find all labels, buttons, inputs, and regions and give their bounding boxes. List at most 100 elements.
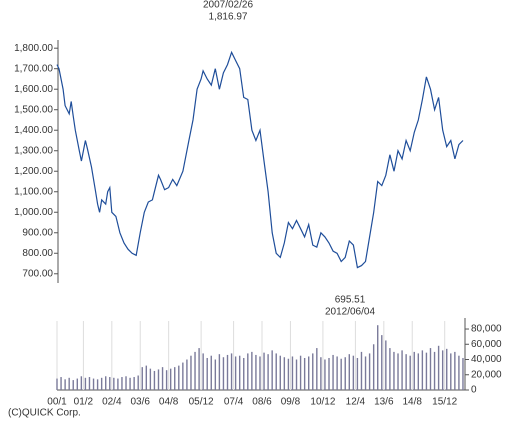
volume-bar [360,351,363,390]
x-tick-label: 05/12 [189,397,214,408]
volume-bar [121,377,123,390]
volume-bar [446,348,448,390]
x-tick-label: 14/8 [402,397,422,408]
x-tick-label: 00/1 [47,397,67,408]
volume-bar [186,359,188,390]
annotation: 2012/06/04 [325,307,375,318]
volume-bar [255,354,257,390]
volume-bar [251,351,253,390]
volume-bar [397,353,399,390]
volume-bar [267,354,269,390]
volume-bar [332,354,334,390]
volume-bar [238,355,241,390]
volume-bar [385,340,387,390]
volume-bar [413,351,415,390]
volume-bar [80,376,83,390]
volume-bar [458,355,460,390]
y-tick-label: 800.00 [22,248,53,259]
volume-bar [316,348,318,390]
volume-bar [401,350,403,390]
volume-bar [117,378,119,390]
y-tick-label: 1,200.00 [14,166,53,177]
volume-bar [348,354,350,390]
volume-bar [60,377,62,390]
y-tick-label: 60,000 [471,339,502,350]
volume-bar [100,377,103,390]
volume-bar [283,357,286,390]
y-tick-label: 1,500.00 [14,104,53,115]
volume-bar [409,355,411,390]
volume-bar [308,356,310,390]
volume-bar [174,367,176,390]
volume-bar [368,353,371,390]
volume-bar [76,378,78,390]
volume-bar [178,365,180,390]
x-tick-label: 03/6 [130,397,150,408]
volume-bar [141,367,143,390]
y-tick-label: 1,100.00 [14,186,53,197]
volume-bar [190,355,192,390]
volume-bar [291,356,294,390]
volume-bar [88,377,91,390]
volume-bar [230,353,233,390]
volume-bar [356,357,359,390]
volume-bar [263,352,265,390]
volume-bar [96,379,99,390]
y-tick-label: 20,000 [471,369,502,380]
x-tick-label: 01/2 [74,397,94,408]
volume-bar [328,357,330,390]
volume-bar [381,335,383,390]
volume-bar [441,350,444,390]
volume-bar [234,356,237,390]
volume-bar [133,377,135,390]
volume-bar [437,345,440,390]
volume-bar [198,348,200,390]
y-tick-label: 80,000 [471,324,502,335]
volume-bar [364,356,367,390]
x-tick-label: 10/12 [310,397,335,408]
volume-bar [344,357,346,390]
y-tick-label: 1,400.00 [14,125,53,136]
volume-bar [226,354,229,390]
volume-bar [393,351,395,390]
copyright: (C)QUICK Corp. [8,408,81,419]
x-tick-label: 04/8 [159,397,179,408]
volume-bar [137,375,139,390]
volume-bar [279,355,281,390]
volume-bar [295,359,298,390]
price-line [56,50,464,269]
volume-bar [320,357,322,390]
volume-bar [259,356,261,390]
volume-bar [56,378,58,390]
x-tick-label: 09/8 [281,397,301,408]
volume-bar [247,353,249,390]
volume-bar [64,379,66,390]
y-tick-label: 40,000 [471,354,502,365]
volume-bar [275,353,277,390]
volume-bar [92,378,95,390]
volume-bar [336,356,338,390]
volume-bar [84,377,87,390]
volume-bar [287,358,290,390]
volume-bar [312,353,314,390]
volume-bar [165,370,168,390]
volume-bar [222,357,225,390]
y-tick-label: 1,700.00 [14,63,53,74]
x-tick-label: 08/6 [252,397,272,408]
volume-bar [113,377,115,390]
volume-bar [429,348,432,390]
volume-bar [145,365,148,390]
volume-bar [206,357,208,390]
annotation: 1,816.97 [209,12,248,23]
volume-bar [169,368,172,390]
x-tick-label: 02/4 [102,397,122,408]
y-tick-label: 1,300.00 [14,145,53,156]
volume-bar [352,355,355,390]
y-tick-label: 1,800.00 [14,43,53,54]
y-tick-label: 900.00 [22,227,53,238]
volume-bar [425,352,428,390]
y-tick-label: 1,000.00 [14,207,53,218]
volume-bar [377,325,379,390]
volume-bar [454,351,456,390]
y-tick-label: 0 [471,385,477,396]
